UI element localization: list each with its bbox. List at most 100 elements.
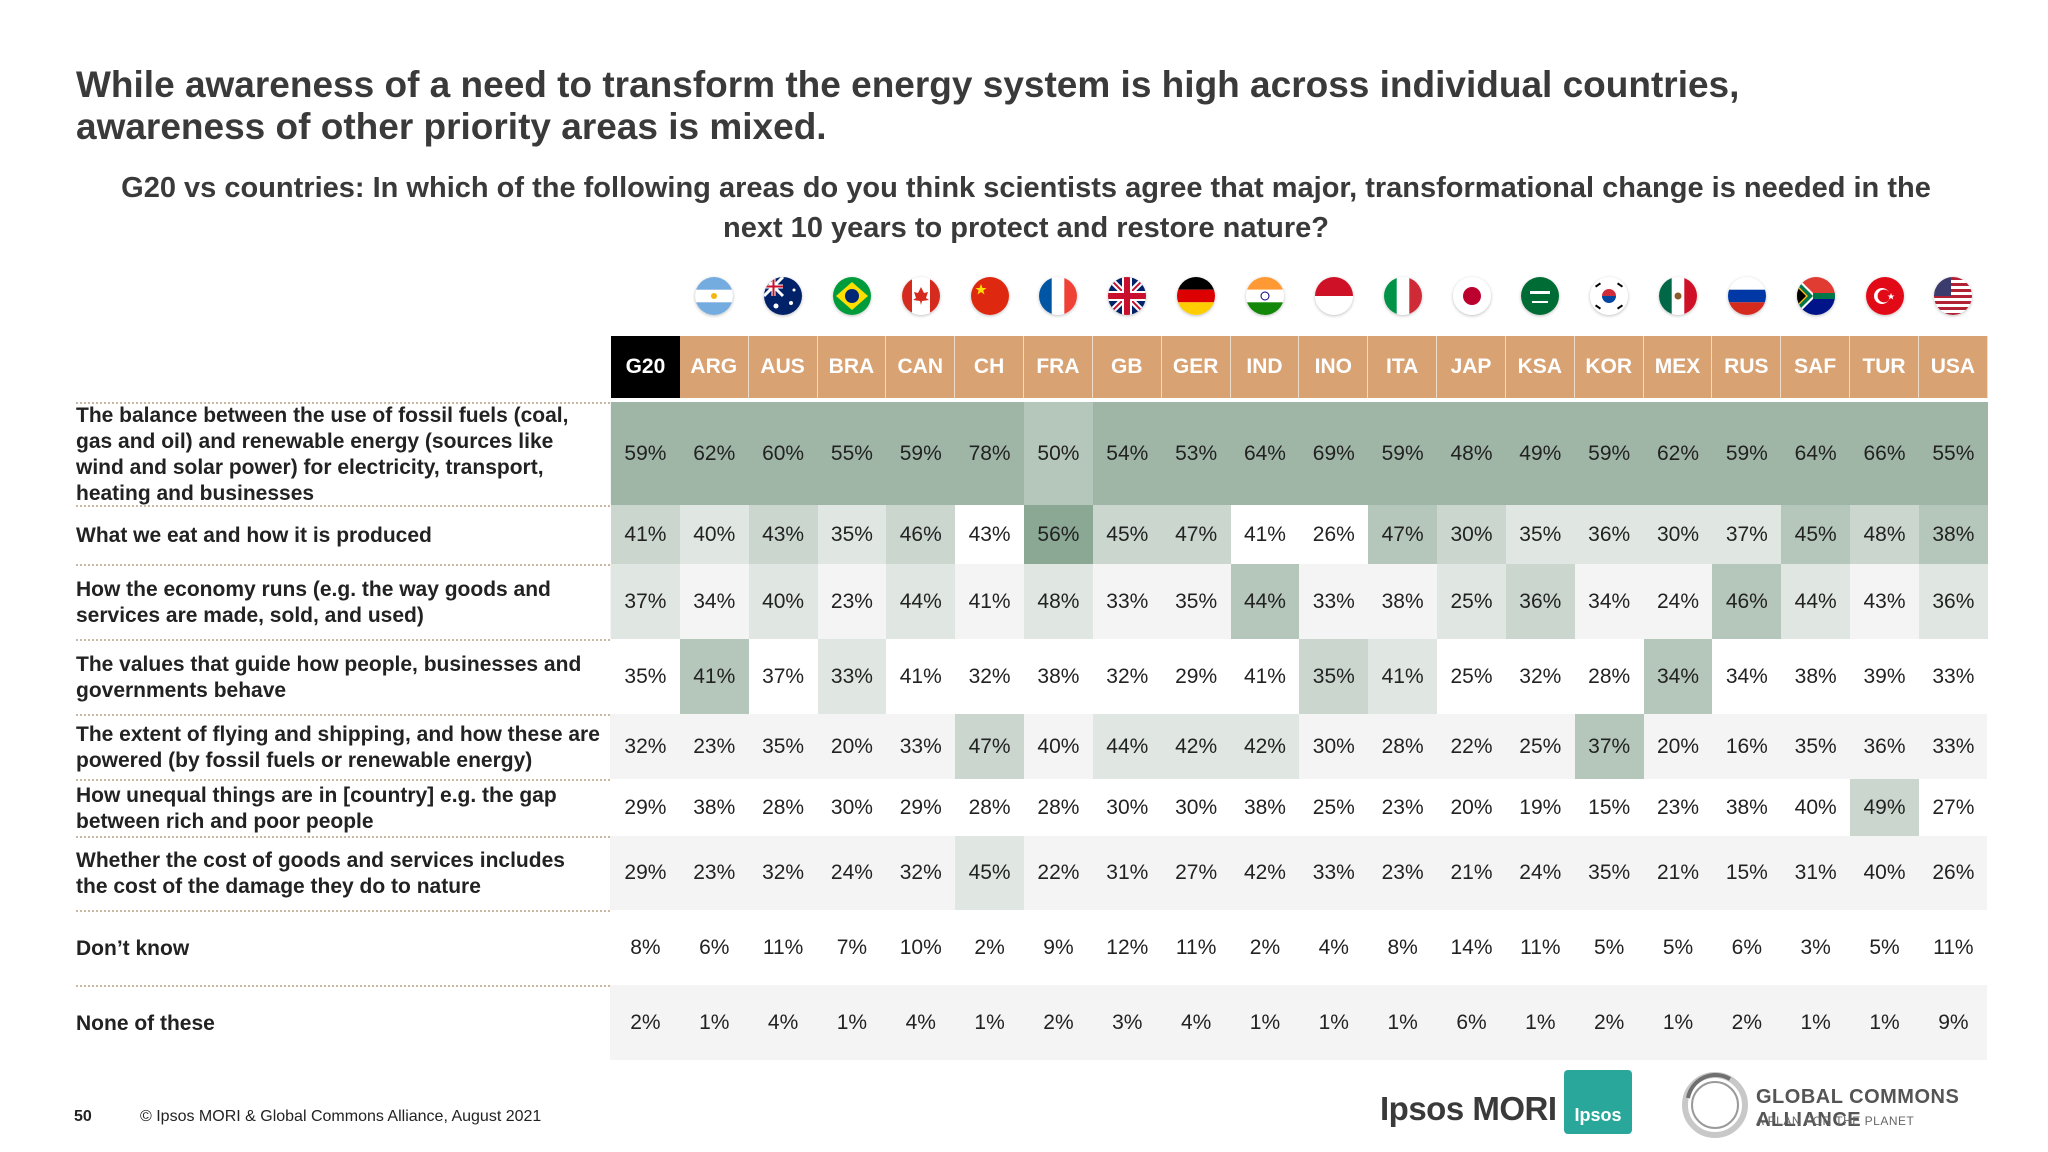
- table-row: The balance between the use of fossil fu…: [76, 402, 1988, 505]
- germany-flag-icon: [1177, 277, 1216, 315]
- table-cell-saf: 40%: [1781, 779, 1851, 836]
- slide-title-line-1: While awareness of a need to transform t…: [76, 64, 1740, 105]
- table-row: Don’t know 8% 6% 11% 7% 10% 2% 9% 12% 11% 2% 4% 8% 14…: [76, 910, 1987, 985]
- gca-tagline: A PLAN FOR THE PLANET: [1756, 1114, 1915, 1128]
- table-cell-ind: 38%: [1230, 779, 1300, 836]
- table-cell-jap: 48%: [1437, 402, 1506, 505]
- table-cell-mex: 5%: [1662, 935, 1694, 959]
- table-cell-aus: 35%: [762, 734, 805, 758]
- japan-flag-icon: [1452, 277, 1491, 315]
- ipsos-mori-logo-text: Ipsos MORI: [1380, 1090, 1557, 1127]
- table-cell-ind: 42%: [1243, 861, 1286, 884]
- table-cell-can: 10%: [899, 935, 942, 959]
- table-cell-ger: 35%: [1175, 589, 1218, 613]
- table-cell-arg: 62%: [679, 402, 749, 505]
- china-flag-icon: [970, 277, 1009, 315]
- column-header-gb: GB: [1092, 336, 1162, 398]
- table-cell-ino: 26%: [1299, 505, 1369, 564]
- table-cell-arg: 40%: [679, 505, 749, 564]
- table-cell-gb: 45%: [1092, 505, 1162, 564]
- table-cell-ino: 1%: [1318, 1010, 1349, 1034]
- table-cell-ksa: 49%: [1505, 402, 1575, 505]
- table-cell-saf: 44%: [1781, 564, 1851, 639]
- table-cell-ino: 35%: [1299, 639, 1369, 714]
- table-cell-jap: 14%: [1450, 935, 1493, 959]
- table-cell-jap: 21%: [1450, 861, 1493, 884]
- table-cell-gb: 3%: [1112, 1010, 1143, 1034]
- global-commons-alliance-ring-icon: [1682, 1072, 1748, 1138]
- table-cell-gb: 31%: [1106, 861, 1149, 884]
- table-cell-ind: 42%: [1230, 714, 1300, 779]
- table-cell-mex: 21%: [1656, 861, 1700, 884]
- table-cell-aus: 4%: [767, 1010, 799, 1034]
- table-cell-ksa: 32%: [1519, 664, 1562, 688]
- column-header-bra: BRA: [817, 336, 887, 398]
- column-header-rus: RUS: [1712, 336, 1782, 398]
- table-cell-arg: 41%: [679, 639, 749, 714]
- table-cell-ind: 41%: [1243, 664, 1286, 688]
- row-label: The balance between the use of fossil fu…: [76, 402, 610, 505]
- table-cell-fra: 48%: [1024, 564, 1093, 639]
- row-label: None of these: [76, 985, 610, 1060]
- table-cell-aus: 60%: [748, 402, 818, 505]
- table-cell-tur: 5%: [1869, 935, 1900, 959]
- table-cell-jap: 30%: [1437, 505, 1506, 564]
- table-cell-arg: 34%: [693, 589, 736, 613]
- table-cell-ind: 64%: [1230, 402, 1300, 505]
- table-cell-arg: 6%: [699, 935, 730, 959]
- table-cell-ita: 38%: [1381, 589, 1424, 613]
- table-cell-ksa: 19%: [1505, 779, 1575, 836]
- column-header-ch: CH: [955, 336, 1025, 398]
- table-cell-jap: 20%: [1437, 779, 1506, 836]
- table-cell-ksa: 25%: [1519, 734, 1562, 758]
- slide-subtitle-line-2: next 10 years to protect and restore nat…: [723, 212, 1329, 244]
- table-cell-aus: 40%: [748, 564, 818, 639]
- argentina-flag-icon: [695, 277, 734, 315]
- column-header-tur: TUR: [1850, 336, 1919, 398]
- table-cell-aus: 43%: [748, 505, 818, 564]
- table-cell-tur: 43%: [1863, 589, 1906, 613]
- table-cell-jap: 6%: [1456, 1010, 1487, 1034]
- table-cell-ino: 30%: [1312, 734, 1355, 758]
- table-cell-bra: 24%: [830, 861, 873, 884]
- table-cell-fra: 40%: [1037, 734, 1080, 758]
- table-cell-aus: 28%: [748, 779, 818, 836]
- table-cell-usa: 55%: [1918, 402, 1988, 505]
- france-flag-icon: [1039, 277, 1078, 315]
- column-header-ind: IND: [1230, 336, 1300, 398]
- table-cell-kor: 34%: [1588, 589, 1631, 613]
- table-row: How the economy runs (e.g. the way goods…: [76, 564, 1988, 639]
- table-cell-fra: 2%: [1043, 1010, 1074, 1034]
- table-cell-kor: 35%: [1588, 861, 1631, 884]
- table-cell-usa: 26%: [1932, 861, 1975, 884]
- table-cell-jap: 25%: [1437, 564, 1506, 639]
- table-cell-ind: 2%: [1249, 935, 1281, 959]
- table-cell-fra: 50%: [1024, 402, 1093, 505]
- table-cell-fra: 56%: [1024, 505, 1093, 564]
- page-number: 50: [74, 1108, 92, 1125]
- table-cell-mex: 20%: [1656, 734, 1700, 758]
- table-cell-tur: 1%: [1869, 1010, 1900, 1034]
- table-cell-rus: 15%: [1725, 861, 1768, 884]
- table-cell-tur: 48%: [1850, 505, 1919, 564]
- table-cell-bra: 55%: [817, 402, 887, 505]
- table-cell-fra: 28%: [1024, 779, 1093, 836]
- table-cell-ger: 53%: [1161, 402, 1231, 505]
- table-cell-ch: 1%: [974, 1010, 1005, 1034]
- table-cell-ger: 30%: [1161, 779, 1231, 836]
- table-row: The values that guide how people, busine…: [76, 639, 1987, 714]
- table-cell-g20: 41%: [611, 505, 680, 564]
- table-cell-ita: 41%: [1368, 639, 1438, 714]
- column-header-saf: SAF: [1781, 336, 1851, 398]
- table-cell-kor: 28%: [1588, 664, 1631, 688]
- brazil-flag-icon: [832, 277, 871, 315]
- table-cell-ita: 23%: [1381, 861, 1424, 884]
- table-cell-gb: 33%: [1106, 589, 1149, 613]
- canada-flag-icon: [901, 277, 940, 315]
- table-cell-bra: 23%: [830, 589, 873, 613]
- table-cell-ita: 59%: [1368, 402, 1438, 505]
- column-header-ksa: KSA: [1505, 336, 1575, 398]
- row-label: The values that guide how people, busine…: [76, 639, 610, 714]
- table-cell-ger: 42%: [1161, 714, 1231, 779]
- saudi-arabia-flag-icon: [1521, 277, 1560, 315]
